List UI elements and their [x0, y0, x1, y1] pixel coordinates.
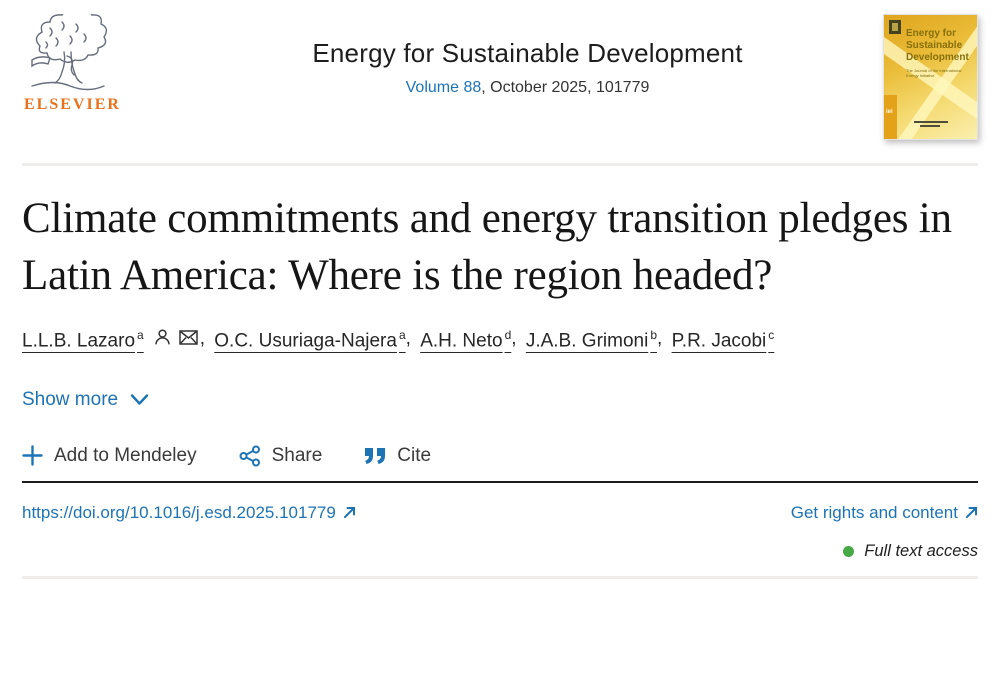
share-label: Share [271, 444, 323, 466]
article-toolbar: Add to Mendeley Share Cite [22, 445, 978, 467]
author-separator: , [199, 328, 211, 350]
header-divider [22, 163, 978, 166]
journal-issue-line: Volume 88, October 2025, 101779 [172, 79, 883, 97]
share-button[interactable]: Share [239, 444, 323, 467]
authors-list: L.L.B. Lazaro a , O.C. Usuriaga-Najera a ,… [22, 328, 978, 352]
add-to-mendeley-button[interactable]: Add to Mendeley [22, 445, 197, 467]
add-to-mendeley-label: Add to Mendeley [54, 444, 197, 466]
journal-cover-thumbnail[interactable]: Energy for Sustainable Development The J… [883, 14, 978, 140]
cover-fineprint [914, 121, 948, 123]
author-link[interactable]: L.L.B. Lazaro a [22, 328, 144, 352]
volume-link[interactable]: Volume 88 [405, 79, 482, 96]
get-rights-link[interactable]: Get rights and content [791, 503, 978, 523]
journal-title-link[interactable]: Energy for Sustainable Development [312, 38, 743, 68]
author-separator: , [657, 328, 668, 350]
bottom-divider [22, 575, 978, 579]
section-divider [22, 480, 978, 483]
show-more-button[interactable]: Show more [22, 389, 149, 411]
plus-icon [22, 445, 43, 466]
external-link-icon [966, 507, 977, 519]
author-person-icon[interactable] [153, 328, 172, 347]
access-status-dot-icon [843, 545, 855, 557]
cover-fineprint [920, 125, 940, 127]
author-link[interactable]: A.H. Neto d [420, 328, 512, 352]
cite-button[interactable]: Cite [364, 445, 431, 467]
cover-imprint-strip: iei [884, 95, 897, 139]
author-link[interactable]: O.C. Usuriaga-Najera a [214, 328, 406, 352]
author-email-icon[interactable] [178, 330, 198, 346]
cover-title: Energy for Sustainable Development [906, 28, 969, 63]
author-link[interactable]: P.R. Jacobi c [671, 328, 775, 352]
author-separator: , [405, 328, 417, 350]
elsevier-tree-icon [31, 14, 108, 91]
cover-imprint-label: iei [886, 109, 893, 115]
author-separator: , [511, 328, 522, 350]
elsevier-logo[interactable]: ELSEVIER [22, 14, 172, 114]
access-status-row: Full text access [22, 542, 978, 561]
cite-label: Cite [397, 444, 432, 466]
issue-info: , October 2025, 101779 [481, 79, 650, 96]
elsevier-wordmark: ELSEVIER [24, 96, 121, 113]
cover-elsevier-mark-icon [889, 20, 901, 34]
access-status-label: Full text access [864, 541, 978, 560]
cover-subtitle: The Journal of the International Energy … [906, 68, 962, 78]
doi-link[interactable]: https://doi.org/10.1016/j.esd.2025.10177… [22, 503, 356, 523]
external-link-icon [343, 507, 355, 519]
quote-icon [365, 447, 386, 464]
doi-row: https://doi.org/10.1016/j.esd.2025.10177… [22, 483, 978, 523]
journal-header: ELSEVIER Energy for Sustainable Developm… [0, 0, 1000, 152]
author-link[interactable]: J.A.B. Grimoni b [525, 328, 657, 352]
share-icon [239, 445, 260, 467]
chevron-down-icon [130, 394, 149, 405]
article-title: Climate commitments and energy transitio… [22, 195, 952, 300]
journal-info: Energy for Sustainable Development Volum… [172, 14, 883, 97]
show-more-label: Show more [22, 388, 119, 410]
